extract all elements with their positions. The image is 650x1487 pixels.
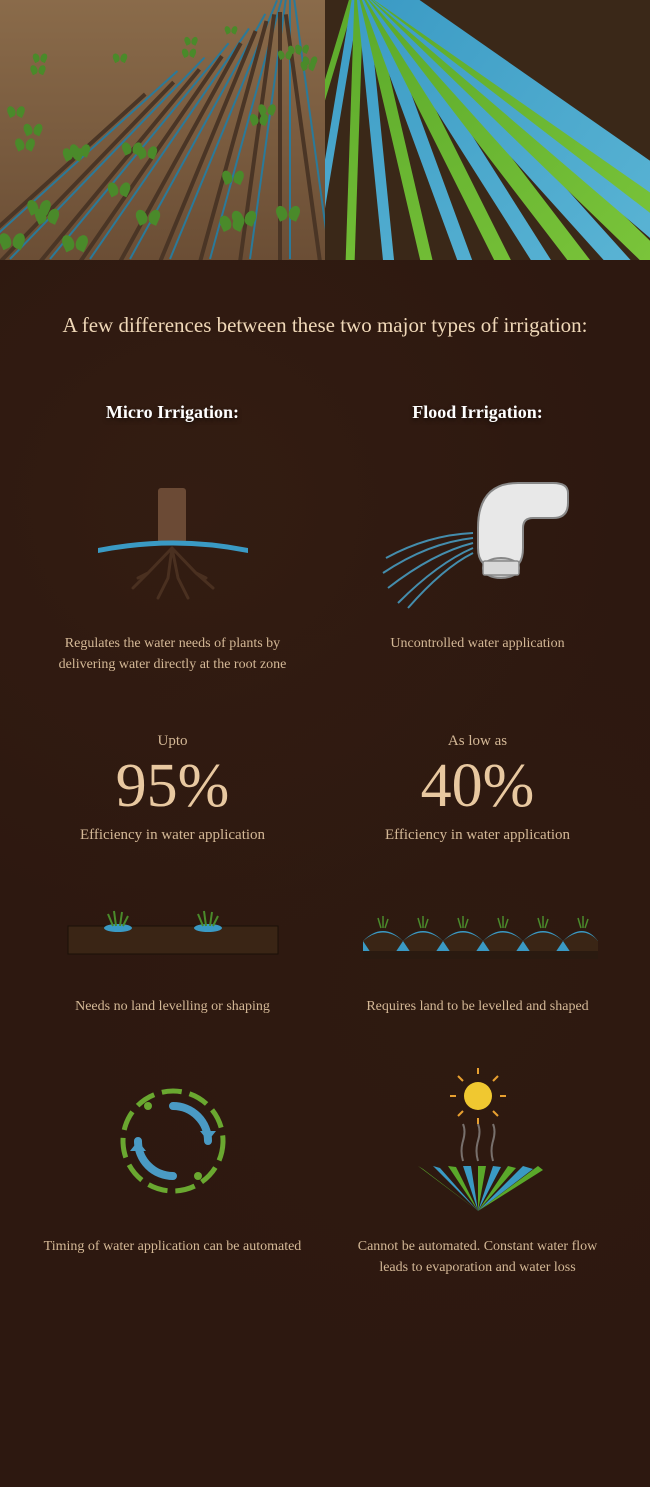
comparison-columns: Micro Irrigation: Regulates the water ne…	[30, 402, 620, 1306]
micro-point1: Regulates the water needs of plants by d…	[30, 633, 315, 703]
micro-column: Micro Irrigation: Regulates the water ne…	[30, 402, 315, 1306]
infographic-container: A few differences between these two majo…	[0, 0, 650, 1487]
micro-stat: Upto 95% Efficiency in water application	[80, 733, 265, 846]
automation-cycle-icon	[30, 1066, 315, 1216]
flood-title: Flood Irrigation:	[412, 402, 543, 423]
hero-illustration	[0, 0, 650, 260]
intro-text: A few differences between these two majo…	[30, 310, 620, 342]
furrow-land-icon	[335, 886, 620, 976]
flood-column: Flood Irrigation:	[335, 402, 620, 1306]
flood-stat-value: 40%	[385, 755, 570, 817]
root-zone-icon	[30, 473, 315, 613]
micro-point3: Timing of water application can be autom…	[34, 1236, 312, 1306]
content-area: A few differences between these two majo…	[0, 260, 650, 1487]
flood-point1: Uncontrolled water application	[380, 633, 574, 703]
micro-title: Micro Irrigation:	[106, 402, 239, 423]
flood-point3: Cannot be automated. Constant water flow…	[335, 1236, 620, 1306]
micro-point2: Needs no land levelling or shaping	[65, 996, 280, 1066]
hero-flood-field	[325, 0, 650, 260]
hero-drip-field	[0, 0, 325, 260]
flat-land-icon	[30, 886, 315, 976]
flood-stat: As low as 40% Efficiency in water applic…	[385, 733, 570, 846]
flood-stat-pre: As low as	[385, 733, 570, 750]
pipe-water-icon	[335, 473, 620, 613]
evaporation-icon	[335, 1066, 620, 1216]
micro-stat-pre: Upto	[80, 733, 265, 750]
micro-stat-value: 95%	[80, 755, 265, 817]
flood-point2: Requires land to be levelled and shaped	[356, 996, 598, 1066]
flood-stat-post: Efficiency in water application	[385, 825, 570, 846]
micro-stat-post: Efficiency in water application	[80, 825, 265, 846]
